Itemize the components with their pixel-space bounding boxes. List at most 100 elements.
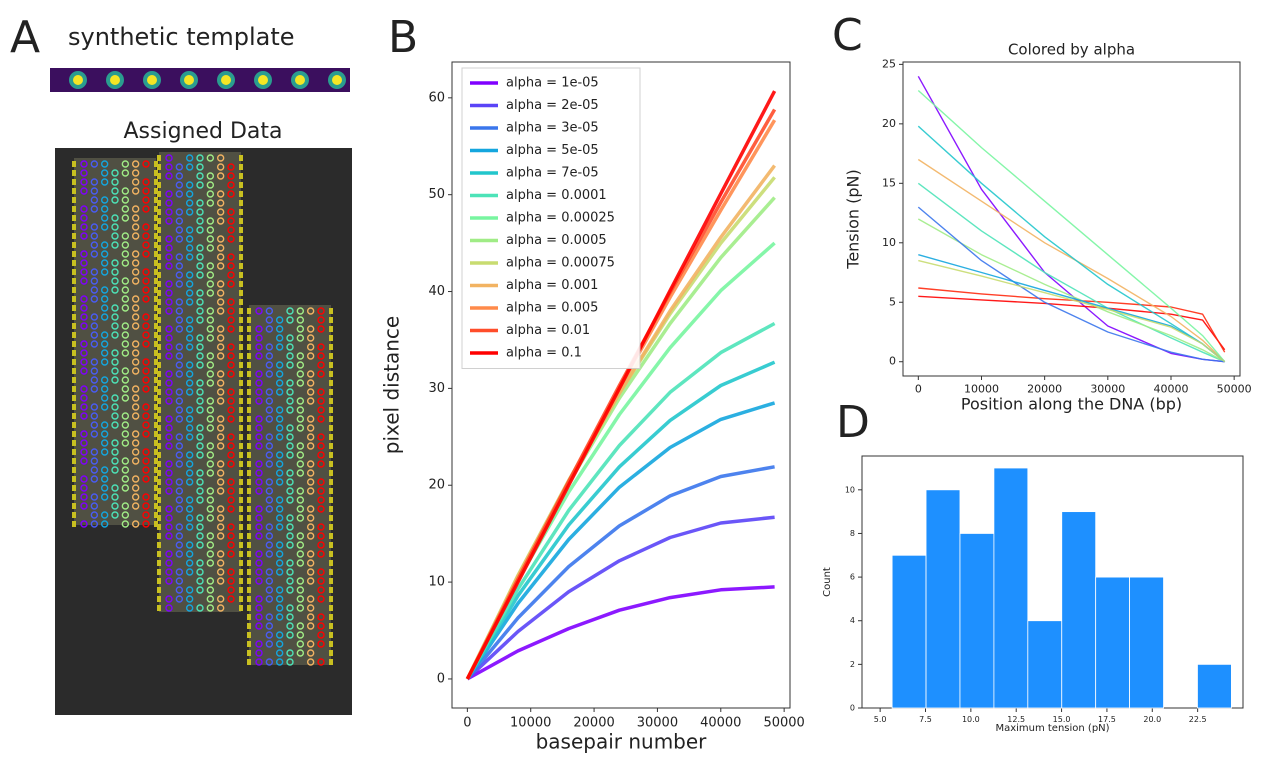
hist-bar [925, 489, 961, 709]
lane-edge [157, 326, 161, 332]
spot-marker [90, 178, 99, 186]
lane-edge [72, 224, 76, 230]
spot-marker [111, 403, 119, 411]
lane-edge [247, 605, 251, 611]
spot-marker [317, 388, 325, 396]
lane-edge [239, 272, 243, 278]
lane-edge [157, 308, 161, 314]
spot-marker [121, 457, 130, 465]
lane-edge [239, 524, 243, 530]
lane-edge [154, 188, 158, 194]
lane-edge [72, 413, 76, 419]
spot-marker [185, 523, 194, 531]
spot-marker [175, 370, 184, 378]
lane-edge [329, 632, 333, 638]
x-tick-label: 0 [463, 716, 471, 731]
lane-edge [157, 335, 161, 341]
spot-marker [142, 178, 150, 186]
spot-marker [185, 496, 194, 504]
spot-marker [90, 421, 99, 429]
lane-edge [157, 209, 161, 215]
spot-marker [165, 217, 173, 225]
lane-edge [157, 182, 161, 188]
spot-marker [175, 235, 184, 243]
spot-marker [185, 361, 194, 369]
lane-edge [239, 263, 243, 269]
spot-marker [206, 181, 215, 189]
spot-marker [196, 424, 204, 432]
spot-marker [131, 169, 140, 177]
spot-marker [165, 172, 173, 180]
lane-edge [157, 551, 161, 557]
spot-marker [131, 313, 140, 321]
spot-marker [196, 541, 204, 549]
lane-edge [239, 479, 243, 485]
spot-marker [227, 451, 235, 459]
lane-edge [239, 335, 243, 341]
spot-marker [90, 250, 99, 258]
spot-marker [131, 502, 140, 510]
spot-marker [216, 199, 225, 207]
spot-marker [265, 478, 274, 486]
lane-edge [154, 161, 158, 167]
spot-marker [196, 289, 204, 297]
lane-edge [329, 389, 333, 395]
lane-edge [239, 434, 243, 440]
spot-marker [90, 340, 99, 348]
spot-marker [100, 169, 109, 177]
lane-edge [329, 398, 333, 404]
spot-marker [100, 196, 109, 204]
spot-marker [275, 568, 284, 576]
spot-marker [255, 433, 263, 441]
lane-edge [239, 398, 243, 404]
spot-marker [111, 466, 119, 474]
spot-marker [265, 433, 274, 441]
spot-marker [111, 286, 119, 294]
spot-marker [111, 178, 119, 186]
spot-marker [100, 484, 109, 492]
spot-marker [90, 223, 99, 231]
spot-marker [142, 187, 150, 195]
spot-marker [275, 541, 284, 549]
lane-edge [239, 164, 243, 170]
legend-label: alpha = 0.005 [506, 301, 598, 316]
spot-marker [255, 352, 263, 360]
spot-marker [275, 523, 284, 531]
lane-edge [72, 386, 76, 392]
spot-marker [185, 298, 194, 306]
x-tick-label: 50000 [763, 716, 804, 731]
spot-marker [216, 262, 225, 270]
lane-edge [72, 206, 76, 212]
x-tick-label: 30000 [1090, 383, 1125, 396]
lane-edge [154, 242, 158, 248]
spot-marker [206, 199, 215, 207]
template-spot [258, 75, 268, 85]
spot-marker [165, 208, 173, 216]
lane-edge [239, 452, 243, 458]
spot-marker [227, 181, 235, 189]
spot-marker [185, 163, 194, 171]
spot-marker [175, 451, 184, 459]
lane-edge [154, 386, 158, 392]
spot-marker [80, 412, 88, 420]
lane-edge [239, 317, 243, 323]
lane-edge [329, 452, 333, 458]
spot-marker [265, 370, 274, 378]
spot-marker [185, 244, 194, 252]
lane-edge [239, 578, 243, 584]
spot-marker [185, 550, 194, 558]
spot-marker [286, 307, 294, 315]
spot-marker [216, 307, 225, 315]
spot-marker [286, 361, 294, 369]
lane-edge [157, 434, 161, 440]
spot-marker [165, 460, 173, 468]
spot-marker [121, 430, 130, 438]
lane-edge [157, 353, 161, 359]
lane-edge [157, 155, 161, 161]
spot-marker [255, 397, 263, 405]
lane-edge [247, 515, 251, 521]
spot-marker [296, 361, 305, 369]
lane-edge [247, 659, 251, 665]
spot-marker [196, 406, 204, 414]
spot-marker [165, 280, 173, 288]
